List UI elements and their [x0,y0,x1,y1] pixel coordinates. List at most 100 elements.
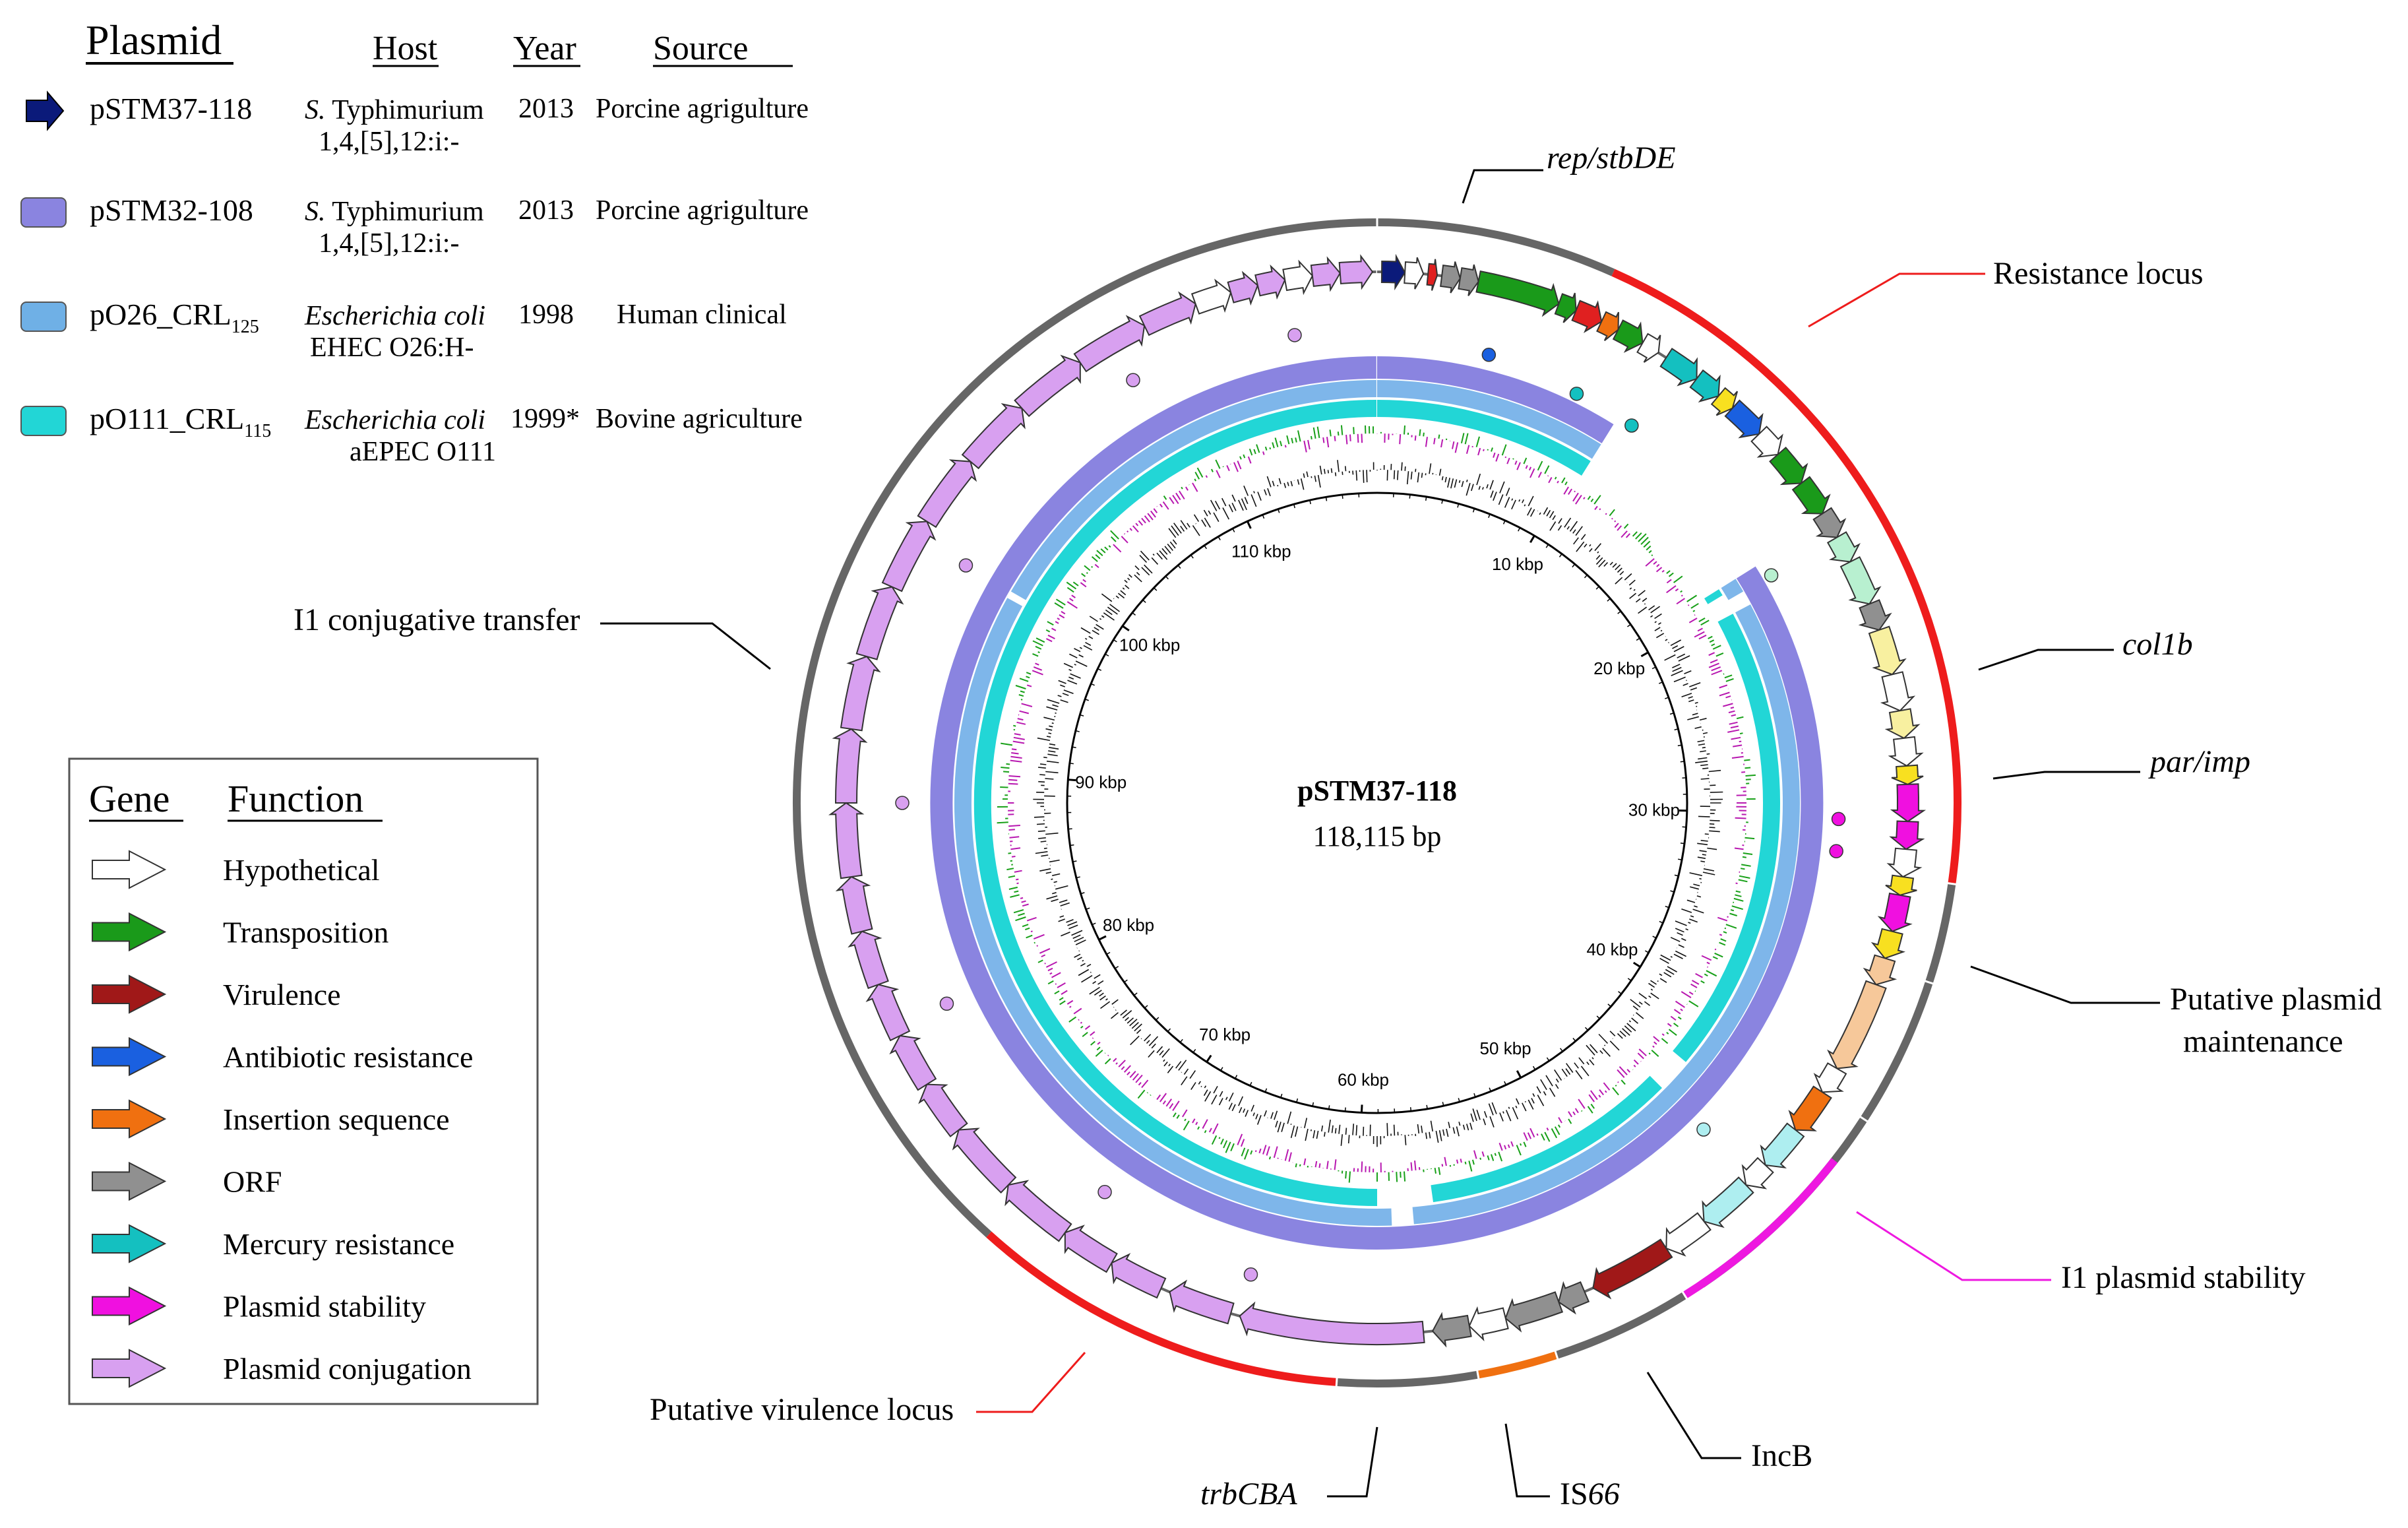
kbp-minor-tick [1644,950,1649,953]
gc-skew-bar [1035,662,1039,666]
gc-skew-bar [1008,875,1016,878]
kbp-minor-tick [1278,509,1280,513]
gc-content-bar [1295,1126,1299,1137]
gc-content-bar [1045,771,1059,774]
gc-skew-bar [1537,461,1543,471]
kbp-minor-tick [1165,575,1169,580]
gc-content-bar [1580,1066,1590,1077]
gc-content-bar [1708,769,1721,773]
gc-content-bar [1505,488,1510,496]
gc-content-bar [1688,696,1693,699]
gc-content-bar [1689,872,1702,876]
gc-skew-bar [1138,520,1144,526]
gc-content-track [1033,460,1723,1147]
gc-content-bar [1074,664,1076,666]
gc-content-bar [1159,550,1168,560]
gc-skew-bar [1741,771,1746,773]
gene-arrow [1890,783,1927,823]
gc-content-bar [1654,627,1661,631]
kbp-tick-line [1632,961,1641,968]
gc-content-bar [1555,1083,1559,1089]
circular-map: 10 kbp 20 kbp 30 kbp 40 kbp 50 kbp 60 kbp 70 k… [793,217,1961,1387]
kbp-minor-tick [1442,1102,1444,1106]
kbp-minor-tick [1080,892,1085,895]
gc-skew-bar [1587,495,1591,500]
gc-skew-bar [1322,437,1325,443]
gc-content-bar [1324,1131,1326,1137]
gc-skew-bar [1010,860,1013,862]
gc-skew-bar [1673,1023,1679,1027]
gc-skew-bar [1041,954,1046,958]
gc-skew-bar [1730,725,1739,729]
gene-arrow [1826,531,1861,563]
gene-arrow [1724,399,1764,439]
gc-content-bar [1163,1061,1168,1067]
gc-content-bar [1314,475,1316,482]
gc-skew-bar [1744,759,1750,761]
gc-content-bar [1490,490,1494,498]
gc-content-bar [1136,1029,1142,1035]
gc-content-bar [1499,1112,1504,1122]
gc-skew-bar [1205,475,1208,478]
gc-skew-bar [1666,1032,1669,1035]
legend-label: Antibiotic resistance [223,1040,473,1074]
gc-skew-bar [1675,1000,1685,1008]
gene-arrow [881,521,937,592]
locus-ring [793,217,1961,1387]
gc-content-bar [1665,969,1675,975]
gc-skew-bar [1113,1058,1117,1062]
gc-skew-bar [1129,528,1132,531]
gc-skew-bar [1404,1171,1406,1182]
gc-skew-bar [1129,1071,1136,1078]
gc-skew-bar [1635,532,1642,540]
gc-content-bar [1406,471,1409,485]
legend-item: Hypothetical [92,850,380,889]
gc-skew-bar [1554,476,1557,480]
gc-skew-bar [1071,594,1076,598]
gc-skew-bar [1728,710,1735,714]
gc-content-bar [1486,484,1489,489]
gc-skew-bar [1583,497,1586,499]
gene-arrow [1426,259,1438,291]
kbp-minor-tick [1309,500,1311,505]
gc-content-bar [1078,969,1090,976]
gc-content-bar [1512,1106,1519,1120]
kbp-minor-tick [1627,623,1631,627]
gc-content-bar [1183,1068,1189,1075]
gc-skew-bar [1061,611,1066,615]
gc-content-bar [1080,627,1091,634]
gc-skew-bar [1523,1132,1528,1141]
gc-content-bar [1092,980,1097,984]
gc-skew-bar [1661,1038,1669,1044]
gc-content-bar [1598,1033,1609,1044]
gene-feature-mark [1764,568,1779,583]
gc-content-bar [1303,473,1305,478]
gc-content-bar [1204,517,1211,528]
gc-skew-bar [1069,1005,1072,1008]
gene-arrow [1169,1279,1235,1325]
kbp-minor-tick [1584,574,1588,579]
gc-content-bar [1648,995,1652,998]
gc-content-bar [1074,936,1084,942]
gc-content-bar [1589,1059,1595,1066]
gc-content-bar [1085,637,1088,640]
gc-skew-bar [1460,433,1465,444]
kbp-minor-tick [1560,1048,1563,1052]
gene-arrow [1702,1176,1754,1228]
gc-skew-bar [1744,837,1755,840]
kbp-minor-tick [1545,544,1549,548]
gc-content-bar [1140,550,1150,561]
gc-skew-bar [1127,1071,1130,1075]
gc-skew-bar [1073,1007,1082,1015]
gc-content-bar [1060,902,1070,907]
gc-content-bar [1622,1028,1630,1036]
plasmid-year: 1998 [518,300,574,330]
gc-content-bar [1140,1038,1142,1040]
gene-arrow [1227,271,1259,306]
gc-skew-bar [1668,572,1674,577]
plasmid-host-serotype: 1,4,[5],12:i:- [319,127,459,157]
gene-arrow [1239,1301,1425,1346]
gc-skew-bar [1516,1145,1522,1156]
label-trbcba: trbCBA [1200,1477,1297,1512]
gc-skew-bar [1740,868,1745,870]
